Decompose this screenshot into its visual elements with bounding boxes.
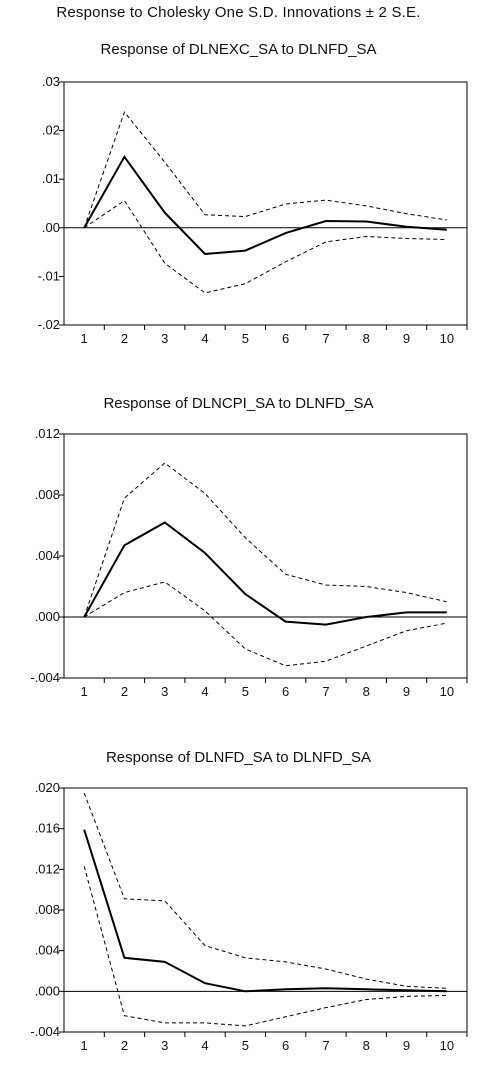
panel-1-x-tick-label: 5	[242, 331, 249, 346]
panel-3-x-tick-label: 7	[322, 1038, 329, 1053]
panel-1-x-tick-label: 2	[121, 331, 128, 346]
panel-2-upper-band-line	[83, 462, 447, 618]
panel-3-y-tick-label: .008	[35, 902, 60, 917]
panel-2-x-tick-label: 7	[322, 684, 329, 699]
panel-3-lower-band-line	[83, 866, 447, 1027]
panel-2-title: Response of DLNCPI_SA to DLNFD_SA	[103, 395, 374, 412]
panel-1-x-tick-label: 9	[403, 331, 410, 346]
panel-2-x-tick-label: 9	[403, 684, 410, 699]
panel-2-lower-band-line	[83, 581, 447, 667]
panel-3-x-tick-label: 5	[242, 1038, 249, 1053]
panel-3-x-tick-label: 1	[81, 1038, 88, 1053]
panel-2-x-tick-label: 6	[282, 684, 289, 699]
panel-3-x-tick-label: 10	[440, 1038, 454, 1053]
panel-3-y-tick-label: .004	[35, 943, 60, 958]
panel-3-y-tick-label: .000	[35, 983, 60, 998]
panel-3-y-tick-label: .016	[35, 821, 60, 836]
panel-3-response-line	[83, 829, 447, 993]
panel-2-x-tick-label: 4	[201, 684, 208, 699]
panel-1-x-tick-label: 10	[440, 331, 454, 346]
panel-2-x-tick-label: 8	[363, 684, 370, 699]
panel-1-x-tick-label: 4	[201, 331, 208, 346]
panel-1-lower-band-line	[83, 199, 447, 294]
panel-2-x-tick-label: 1	[81, 684, 88, 699]
panel-3-x-tick-label: 9	[403, 1038, 410, 1053]
panel-1-title: Response of DLNEXC_SA to DLNFD_SA	[100, 41, 377, 58]
panel-2-response-line	[83, 521, 447, 626]
panel-1-y-tick-label: -.02	[38, 317, 60, 332]
panel-1-x-tick-label: 6	[282, 331, 289, 346]
panel-3-frame	[63, 787, 468, 1033]
panel-3-y-tick-label: .020	[35, 780, 60, 795]
panel-2-x-tick-label: 5	[242, 684, 249, 699]
panel-1-response-line	[83, 154, 447, 256]
panel-3-x-tick-label: 2	[121, 1038, 128, 1053]
panel-1-x-tick-label: 8	[363, 331, 370, 346]
panel-2-y-tick-label: -.004	[30, 670, 60, 685]
panel-2-y-tick-label: .012	[35, 426, 60, 441]
panel-1-x-tick-label: 1	[81, 331, 88, 346]
panel-3-x-tick-label: 3	[161, 1038, 168, 1053]
panel-1-x-tick-label: 3	[161, 331, 168, 346]
panel-2-y-tick-label: .000	[35, 609, 60, 624]
panel-3-y-tick-label: .012	[35, 861, 60, 876]
panel-2-y-tick-label: .004	[35, 548, 60, 563]
panel-3-x-tick-label: 6	[282, 1038, 289, 1053]
panel-1-x-tick-label: 7	[322, 331, 329, 346]
panel-2-y-tick-label: .008	[35, 487, 60, 502]
panel-1-y-tick-label: .02	[42, 123, 60, 138]
panel-2-x-tick-label: 10	[440, 684, 454, 699]
panel-2-x-tick-label: 2	[121, 684, 128, 699]
panel-3-x-tick-label: 4	[201, 1038, 208, 1053]
panel-1-y-tick-label: .03	[42, 74, 60, 89]
panel-1-y-tick-label: .01	[42, 171, 60, 186]
panel-1-y-tick-label: .00	[42, 220, 60, 235]
panel-2-x-tick-label: 3	[161, 684, 168, 699]
panel-1-upper-band-line	[83, 111, 447, 228]
panel-3-title: Response of DLNFD_SA to DLNFD_SA	[105, 749, 372, 766]
panel-1-frame	[63, 81, 468, 326]
figure-title: Response to Cholesky One S.D. Innovation…	[56, 4, 421, 21]
panel-3-y-tick-label: -.004	[30, 1024, 60, 1039]
panel-1-y-tick-label: -.01	[38, 268, 60, 283]
panel-3-upper-band-line	[83, 792, 447, 989]
panel-3-x-tick-label: 8	[363, 1038, 370, 1053]
